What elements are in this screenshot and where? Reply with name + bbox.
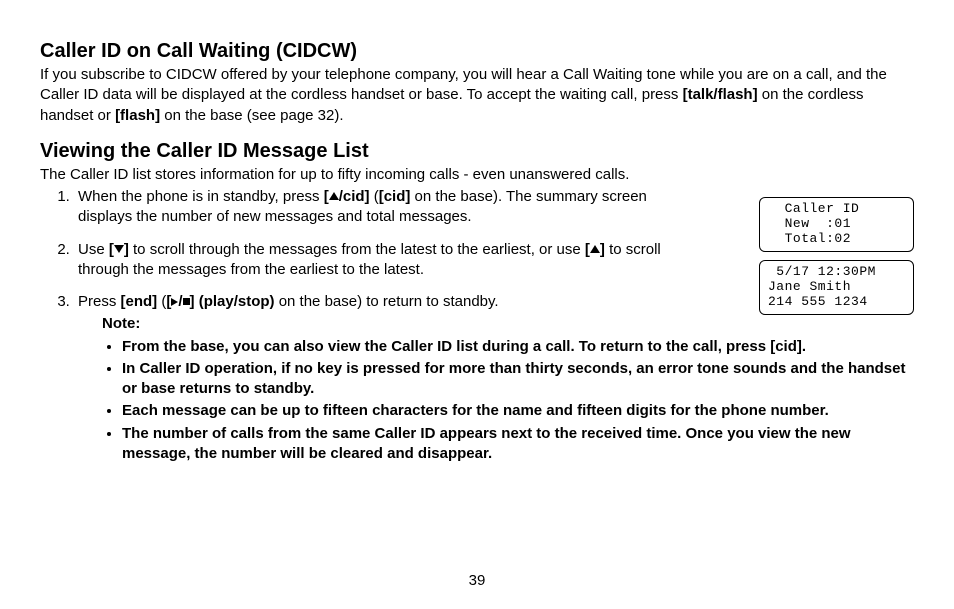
triangle-up-icon — [590, 245, 600, 253]
heading-view-list: Viewing the Caller ID Message List — [40, 140, 914, 163]
note-list: From the base, you can also view the Cal… — [102, 337, 914, 465]
text: ( — [370, 188, 379, 205]
text: on the base (see page 32). — [160, 107, 343, 124]
key-up-cid: [/cid] — [324, 188, 370, 205]
key-up: [] — [585, 241, 605, 258]
key-play-stop: [/] (play/stop) — [166, 293, 274, 310]
intro-line: The Caller ID list stores information fo… — [40, 165, 914, 185]
lcd-line: 214 555 1234 — [768, 294, 868, 309]
note-label: Note: — [102, 314, 914, 334]
lcd-line: Jane Smith — [768, 279, 851, 294]
lcd-line: Total:02 — [768, 231, 851, 246]
lcd-line: 5/17 12:30PM — [768, 264, 876, 279]
text: Press — [78, 293, 121, 310]
stop-icon — [183, 298, 190, 305]
text: Use — [78, 241, 109, 258]
note-item: From the base, you can also view the Cal… — [122, 337, 914, 357]
lcd-line: New :01 — [768, 216, 851, 231]
lcd-message-screen: 5/17 12:30PM Jane Smith 214 555 1234 — [759, 260, 914, 315]
heading-cidcw: Caller ID on Call Waiting (CIDCW) — [40, 40, 914, 63]
key-down: [] — [109, 241, 129, 258]
manual-page: Caller ID on Call Waiting (CIDCW) If you… — [0, 0, 954, 609]
triangle-up-icon — [329, 192, 339, 200]
key-talk-flash: [talk/flash] — [683, 86, 758, 103]
text: When the phone is in standby, press — [78, 188, 324, 205]
para-cidcw: If you subscribe to CIDCW offered by you… — [40, 65, 914, 126]
triangle-down-icon — [114, 245, 124, 253]
note-block: Note: From the base, you can also view t… — [102, 314, 914, 464]
key-cid: [cid] — [379, 188, 411, 205]
lcd-line: Caller ID — [768, 201, 859, 216]
text: on the base) to return to standby. — [275, 293, 499, 310]
note-item: In Caller ID operation, if no key is pre… — [122, 359, 914, 400]
lcd-summary-screen: Caller ID New :01 Total:02 — [759, 197, 914, 252]
note-item: Each message can be up to fifteen charac… — [122, 401, 914, 421]
key-end: [end] — [121, 293, 158, 310]
page-number: 39 — [0, 572, 954, 589]
text: ( — [157, 293, 166, 310]
text: to scroll through the messages from the … — [129, 241, 585, 258]
note-item: The number of calls from the same Caller… — [122, 424, 914, 465]
key-flash: [flash] — [115, 107, 160, 124]
